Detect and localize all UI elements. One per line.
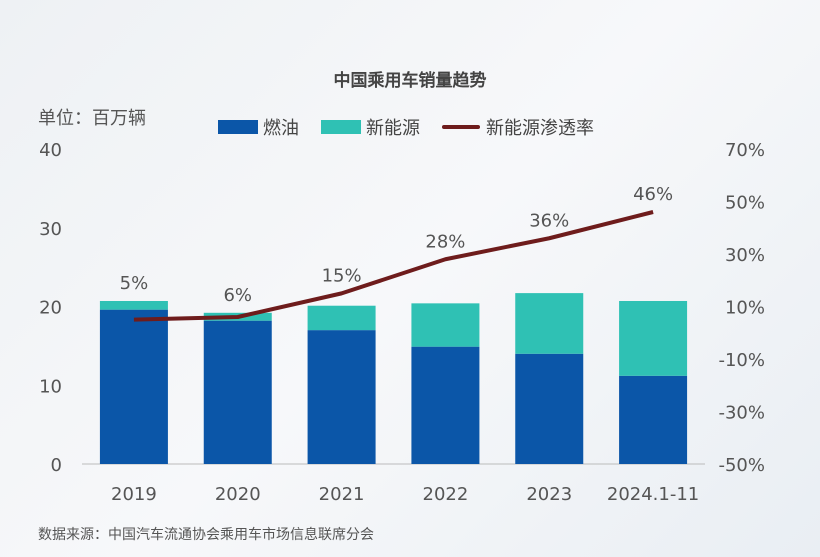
- y-right-tick-label: -10%: [718, 350, 765, 371]
- y-right-tick-label: -30%: [718, 403, 765, 424]
- bar-nev: [619, 300, 688, 376]
- y-right-tick-label: 50%: [725, 193, 765, 214]
- bar-fuel: [307, 330, 376, 464]
- bar-fuel: [411, 346, 480, 464]
- bar-nev: [307, 305, 376, 331]
- legend-label: 燃油: [263, 118, 299, 139]
- x-tick-label: 2023: [526, 484, 572, 505]
- unit-label: 单位：百万辆: [38, 108, 146, 129]
- x-tick-label: 2022: [423, 484, 469, 505]
- x-tick-label: 2019: [111, 484, 157, 505]
- y-right-tick-label: 70%: [725, 140, 765, 161]
- bar-nev: [515, 293, 584, 354]
- legend-swatch-nev: [321, 120, 361, 134]
- data-label: 46%: [633, 184, 673, 205]
- bar-fuel: [99, 309, 168, 464]
- y-left-tick-label: 30: [39, 219, 62, 240]
- legend-item-fuel: 燃油: [218, 114, 299, 140]
- data-label: 15%: [322, 265, 362, 286]
- y-left-tick-label: 40: [39, 140, 62, 161]
- chart-title: 中国乘用车销量趋势: [333, 71, 487, 91]
- x-tick-label: 2021: [319, 484, 365, 505]
- bar-fuel: [619, 375, 688, 464]
- bar-fuel: [515, 353, 584, 464]
- legend-label: 新能源: [366, 118, 420, 139]
- data-label: 36%: [529, 210, 569, 231]
- y-right-tick-label: 10%: [725, 298, 765, 319]
- bar-nev: [99, 300, 168, 310]
- y-left-tick-label: 0: [51, 455, 62, 476]
- legend-item-penetration: 新能源渗透率: [442, 114, 594, 140]
- legend-swatch-line: [442, 125, 480, 129]
- y-left-tick-label: 20: [39, 298, 62, 319]
- x-tick-label: 2020: [215, 484, 261, 505]
- legend-label: 新能源渗透率: [486, 118, 594, 139]
- legend-swatch-fuel: [218, 120, 258, 134]
- y-right-tick-label: 30%: [725, 245, 765, 266]
- legend: 燃油 新能源 新能源渗透率: [218, 114, 616, 140]
- data-label: 6%: [223, 285, 252, 306]
- legend-item-nev: 新能源: [321, 114, 420, 140]
- source-note: 数据来源：中国汽车流通协会乘用车市场信息联席分会: [38, 527, 374, 543]
- bar-fuel: [203, 320, 272, 464]
- data-label: 5%: [120, 273, 149, 294]
- penetration-line: [133, 210, 654, 322]
- y-right-tick-label: -50%: [718, 455, 765, 476]
- y-left-tick-label: 10: [39, 376, 62, 397]
- data-label: 28%: [425, 231, 465, 252]
- bar-nev: [411, 303, 480, 347]
- x-tick-label: 2024.1-11: [607, 484, 699, 505]
